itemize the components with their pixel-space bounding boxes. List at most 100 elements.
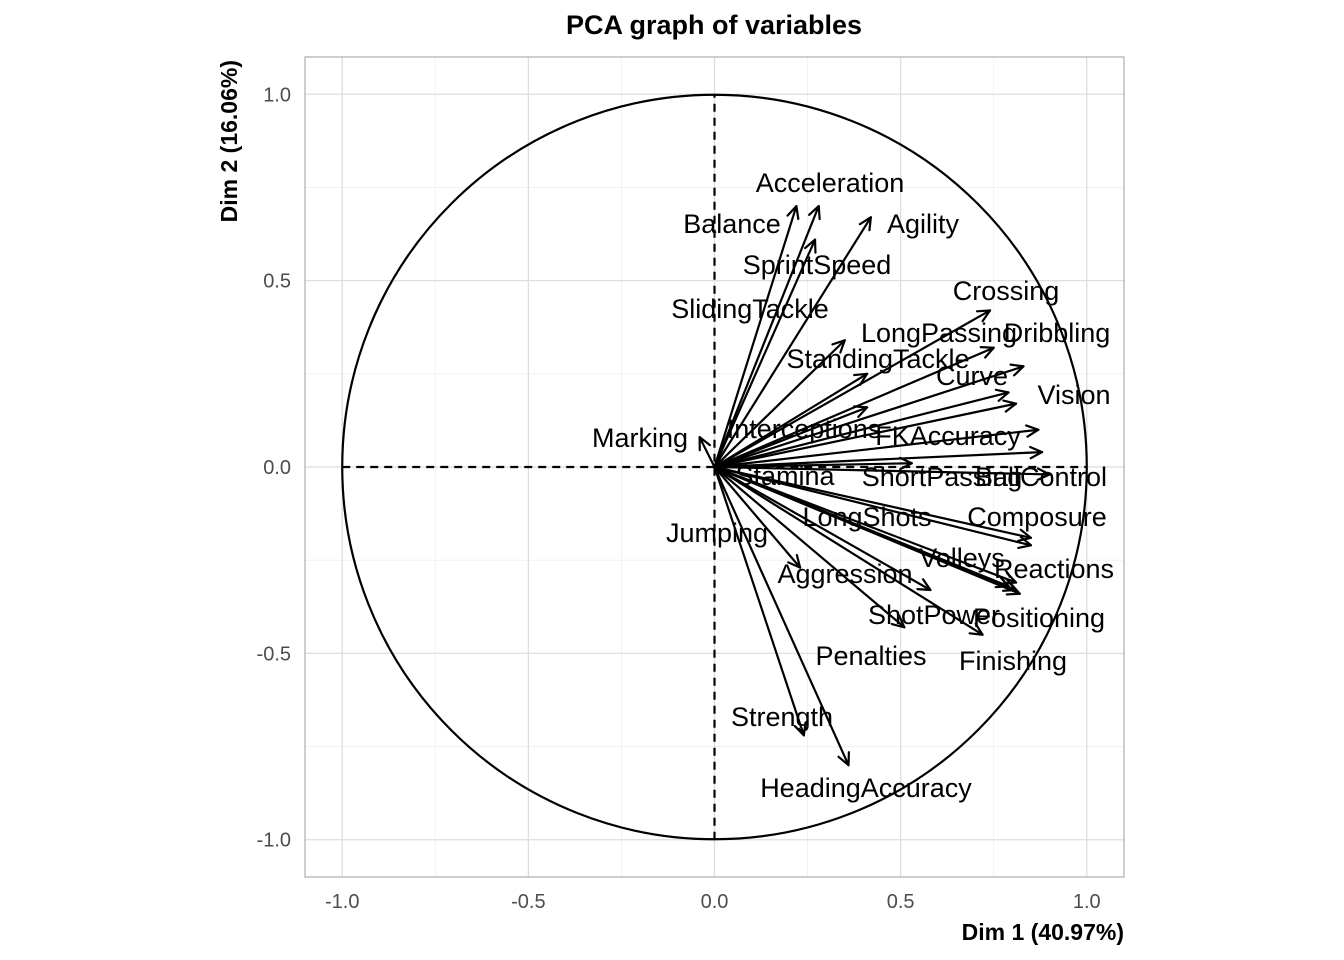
arrow-shaft bbox=[713, 450, 1044, 469]
x-tick-label: 0.5 bbox=[887, 891, 915, 913]
arrow-head bbox=[1025, 424, 1040, 438]
variable-arrow bbox=[713, 204, 800, 469]
arrow-head bbox=[831, 339, 846, 354]
arrow-shaft bbox=[713, 428, 1040, 469]
variable-arrow bbox=[713, 372, 869, 469]
y-tick-label: 0.0 bbox=[263, 457, 291, 479]
arrow-shaft bbox=[713, 465, 1033, 539]
x-tick-label: -1.0 bbox=[325, 891, 359, 913]
variable-label: Jumping bbox=[666, 518, 768, 548]
arrow-shaft bbox=[713, 204, 798, 469]
variable-arrow bbox=[713, 465, 802, 569]
arrow-head bbox=[787, 553, 802, 569]
variable-label: Aggression bbox=[777, 559, 912, 589]
variable-label: LongShots bbox=[802, 502, 931, 532]
variable-label: Stamina bbox=[735, 461, 835, 491]
variable-arrow bbox=[713, 465, 984, 636]
arrow-shaft bbox=[713, 465, 802, 569]
x-tick-label: -0.5 bbox=[511, 891, 545, 913]
variable-label: Positioning bbox=[973, 603, 1105, 633]
variable-label: Crossing bbox=[953, 276, 1060, 306]
arrow-head bbox=[916, 578, 932, 592]
variable-arrow bbox=[713, 363, 1025, 469]
x-axis-title: Dim 1 (40.97%) bbox=[962, 919, 1124, 945]
variable-label: Acceleration bbox=[756, 168, 905, 198]
variable-arrow bbox=[713, 238, 817, 469]
variable-arrows bbox=[698, 204, 1051, 767]
variable-labels: Acceleration Balance Agility SprintSpeed Sli… bbox=[592, 168, 1114, 803]
arrow-head bbox=[853, 405, 869, 418]
variable-label: FKAccuracy bbox=[875, 421, 1021, 451]
arrow-shaft bbox=[713, 465, 906, 629]
arrow-head bbox=[853, 372, 869, 386]
arrow-shaft bbox=[713, 465, 1051, 476]
arrow-head bbox=[1017, 535, 1033, 550]
variable-arrow bbox=[713, 204, 821, 469]
arrow-head bbox=[808, 204, 821, 221]
arrow-head bbox=[1036, 467, 1051, 481]
tick-labels: -1.0 -0.5 0.0 0.5 1.0 -1.0 -0.5 0.0 0.5 1.0 bbox=[257, 84, 1101, 913]
x-tick-label: 0.0 bbox=[701, 891, 729, 913]
arrow-shaft bbox=[713, 365, 1025, 469]
variable-label: Reactions bbox=[994, 554, 1114, 584]
variable-arrow bbox=[713, 424, 1040, 469]
variable-arrow bbox=[713, 309, 992, 469]
arrow-head bbox=[890, 614, 906, 629]
variable-arrow bbox=[713, 445, 1044, 469]
chart-title: PCA graph of variables bbox=[566, 10, 862, 40]
variable-arrow bbox=[713, 465, 1051, 481]
arrow-head bbox=[1017, 528, 1033, 542]
variable-arrow bbox=[713, 405, 869, 469]
variable-label: HeadingAccuracy bbox=[760, 773, 972, 803]
variable-label: Vision bbox=[1037, 380, 1110, 410]
variable-arrow bbox=[713, 465, 1018, 585]
arrow-shaft bbox=[713, 391, 1010, 469]
arrow-shaft bbox=[713, 465, 1018, 584]
arrow-head bbox=[804, 238, 817, 254]
reference-lines bbox=[341, 93, 1088, 841]
arrow-shaft bbox=[713, 216, 872, 469]
variable-label: Finishing bbox=[959, 646, 1067, 676]
arrow-head bbox=[786, 204, 800, 221]
y-tick-label: 0.5 bbox=[263, 271, 291, 293]
arrow-head bbox=[698, 436, 711, 452]
variable-arrow bbox=[713, 465, 906, 629]
arrow-shaft bbox=[713, 402, 1018, 469]
arrow-head bbox=[793, 721, 807, 737]
arrow-head bbox=[1002, 399, 1018, 413]
arrow-shaft bbox=[713, 372, 869, 469]
variable-arrow bbox=[713, 216, 872, 469]
variable-arrow bbox=[713, 465, 1033, 542]
arrow-shaft bbox=[713, 309, 992, 469]
arrow-head bbox=[1005, 582, 1021, 596]
arrow-shaft bbox=[713, 465, 932, 592]
variable-arrow bbox=[713, 465, 1021, 596]
y-tick-label: -1.0 bbox=[257, 830, 291, 852]
variable-arrow bbox=[713, 465, 807, 737]
variable-label: Interceptions bbox=[727, 414, 882, 444]
arrow-shaft bbox=[713, 204, 820, 469]
arrow-shaft bbox=[713, 465, 850, 767]
variable-label: Penalties bbox=[815, 641, 926, 671]
variable-label: Balance bbox=[683, 209, 781, 239]
arrow-head bbox=[1029, 445, 1044, 460]
variable-label: Dribbling bbox=[1004, 318, 1111, 348]
variable-arrow bbox=[713, 465, 850, 767]
variable-label: SlidingTackle bbox=[671, 294, 829, 324]
variable-label: StandingTackle bbox=[786, 344, 969, 374]
y-tick-label: 1.0 bbox=[263, 84, 291, 106]
variable-label: Composure bbox=[967, 502, 1107, 532]
variable-label: Strength bbox=[731, 702, 833, 732]
y-tick-label: -0.5 bbox=[257, 643, 291, 665]
y-axis-title: Dim 2 (16.06%) bbox=[216, 60, 242, 222]
variable-label: SprintSpeed bbox=[743, 250, 892, 280]
variable-arrow bbox=[698, 436, 716, 469]
arrow-head bbox=[837, 751, 850, 767]
x-tick-label: 1.0 bbox=[1073, 891, 1101, 913]
arrow-head bbox=[858, 216, 872, 232]
arrow-head bbox=[994, 388, 1010, 402]
arrow-shaft bbox=[713, 406, 869, 469]
variable-arrow bbox=[713, 465, 1033, 550]
arrow-head bbox=[1009, 363, 1025, 377]
